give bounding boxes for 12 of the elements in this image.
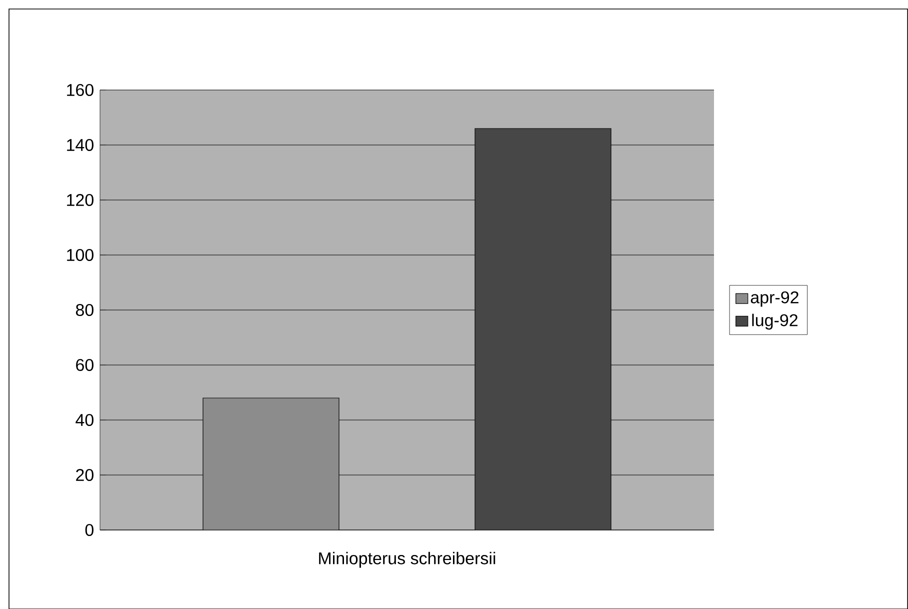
y-tick-label: 20 bbox=[76, 468, 94, 481]
y-tick-label: 80 bbox=[76, 304, 94, 316]
x-tick-label: Miniopterus schreibersii bbox=[319, 552, 496, 568]
legend-label: apr-92 bbox=[750, 291, 798, 307]
legend-label: lug-92 bbox=[752, 314, 798, 330]
y-tick-label: 100 bbox=[67, 248, 94, 261]
y-tick-label: 160 bbox=[67, 84, 94, 96]
y-tick-label: 60 bbox=[76, 358, 94, 371]
y-tick-label: 120 bbox=[67, 194, 94, 206]
y-tick-label: 0 bbox=[85, 524, 94, 536]
y-tick-label: 140 bbox=[67, 138, 94, 151]
y-tick-label: 40 bbox=[76, 414, 94, 426]
